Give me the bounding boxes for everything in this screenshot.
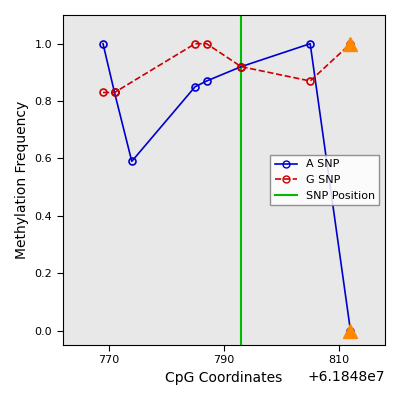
- Legend: A SNP, G SNP, SNP Position: A SNP, G SNP, SNP Position: [270, 155, 380, 205]
- Y-axis label: Methylation Frequency: Methylation Frequency: [15, 101, 29, 259]
- X-axis label: CpG Coordinates: CpG Coordinates: [165, 371, 282, 385]
